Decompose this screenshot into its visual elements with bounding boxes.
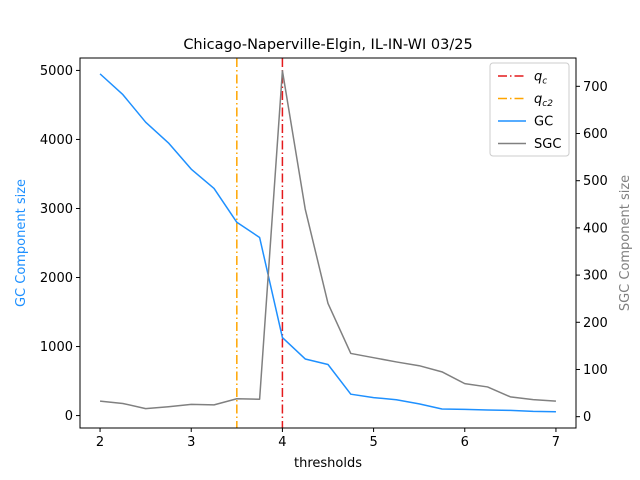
y-tick-label-right: 200 — [583, 316, 608, 331]
series-line-sgc — [99, 69, 556, 410]
y-tick-label-right: 0 — [583, 410, 591, 425]
legend-label: qc — [534, 70, 547, 87]
x-tick-label: 2 — [96, 435, 104, 450]
plot-frame — [79, 57, 577, 429]
x-tick-label: 4 — [278, 435, 286, 450]
x-tick-label: 7 — [552, 435, 560, 450]
legend-label-main: q — [534, 70, 542, 85]
legend-label: GC — [534, 115, 553, 130]
y-tick-label-right: 600 — [583, 127, 608, 142]
y-tick-label-right: 500 — [583, 174, 608, 189]
series-line-gc — [99, 73, 556, 413]
y-tick-label-left: 3000 — [40, 202, 73, 217]
chart-title: Chicago-Naperville-Elgin, IL-IN-WI 03/25 — [183, 37, 472, 53]
y-tick-label-right: 300 — [583, 269, 608, 284]
y-tick-label-left: 1000 — [40, 340, 73, 355]
x-tick-label: 6 — [461, 435, 469, 450]
y-tick-label-left: 2000 — [40, 271, 73, 286]
legend-label: qc2 — [534, 92, 553, 109]
y-axis-label-right: SGC Component size — [618, 175, 633, 311]
y-tick-label-right: 700 — [583, 80, 608, 95]
x-tick-label: 5 — [369, 435, 377, 450]
legend-label: SGC — [534, 137, 561, 152]
legend-box — [489, 62, 570, 157]
x-axis-label: thresholds — [294, 456, 362, 471]
y-tick-label-left: 0 — [65, 409, 73, 424]
y-tick-label-left: 4000 — [40, 133, 73, 148]
y-tick-label-right: 400 — [583, 221, 608, 236]
legend-label-main: q — [534, 92, 542, 107]
y-tick-label-left: 5000 — [40, 64, 73, 79]
legend-label-sub: c — [542, 77, 547, 87]
y-axis-label-left: GC Component size — [14, 179, 29, 307]
y-tick-label-right: 100 — [583, 363, 608, 378]
legend-label-sub: c2 — [542, 99, 553, 109]
x-tick-label: 3 — [187, 435, 195, 450]
